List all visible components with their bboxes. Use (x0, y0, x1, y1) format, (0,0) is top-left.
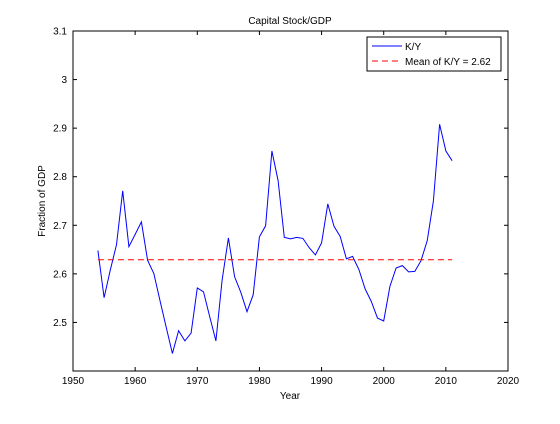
x-tick-label: 2010 (435, 376, 458, 387)
legend-box (366, 36, 502, 72)
x-tick-label: 1950 (62, 376, 85, 387)
y-axis-label: Fraction of GDP (37, 165, 48, 237)
legend-label-ky: K/Y (405, 42, 421, 53)
x-tick-label: 2020 (497, 376, 520, 387)
series-layer (97, 124, 453, 354)
y-tick-label: 3.1 (53, 27, 67, 38)
plot-area (72, 30, 509, 372)
x-tick-label: 2000 (373, 376, 396, 387)
x-axis-label: Year (280, 391, 301, 402)
ticks-layer: 1950 1960 1970 1980 1990 2000 2010 2020 2.5 2.6 2.… (53, 27, 519, 388)
x-tick-label: 1960 (124, 376, 147, 387)
y-tick-label: 2.5 (53, 318, 67, 329)
y-tick-label: 3 (61, 75, 67, 86)
legend-label-mean: Mean of K/Y = 2.62 (405, 57, 491, 68)
legend: K/Y Mean of K/Y = 2.62 (366, 36, 502, 72)
y-tick-label: 2.6 (53, 269, 67, 280)
x-tick-label: 1980 (248, 376, 271, 387)
series-line-ky (97, 124, 453, 354)
x-tick-label: 1970 (186, 376, 209, 387)
chart-title: Capital Stock/GDP (248, 16, 332, 27)
x-tick-label: 1990 (310, 376, 333, 387)
y-tick-label: 2.7 (53, 221, 67, 232)
y-tick-label: 2.9 (53, 124, 67, 135)
y-tick-label: 2.8 (53, 172, 67, 183)
